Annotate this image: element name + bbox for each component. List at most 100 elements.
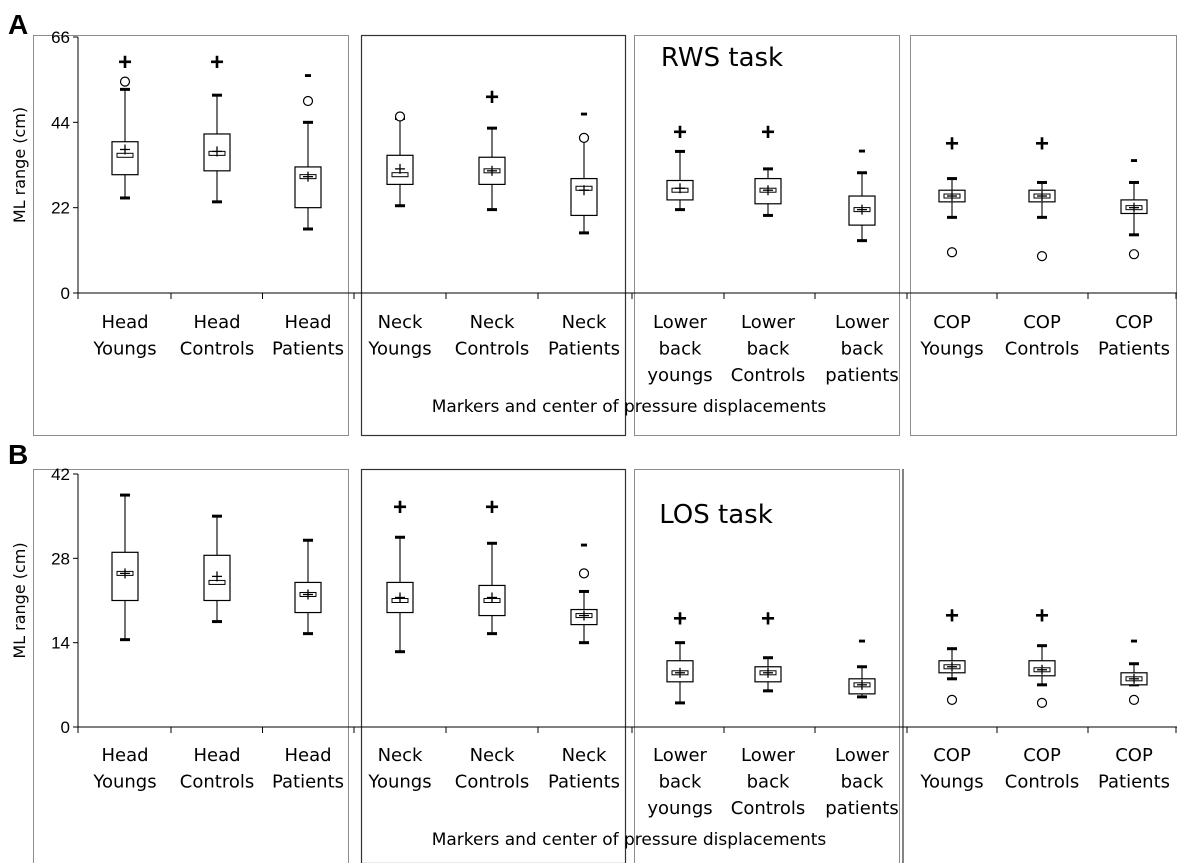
significance-marker: + [1035, 131, 1049, 158]
category-label: Neck [470, 312, 515, 333]
category-label: Youngs [919, 339, 983, 360]
category-label: COP [933, 312, 971, 333]
category-label: Controls [180, 772, 254, 793]
y-tick-label: 42 [51, 465, 70, 484]
category-label: Controls [731, 365, 805, 386]
box-plot: + [666, 119, 694, 212]
significance-marker: + [118, 49, 132, 76]
outlier-point [1128, 249, 1140, 260]
box-plot: + [754, 606, 782, 693]
group-frame [360, 468, 627, 863]
category-label: Controls [180, 339, 254, 360]
y-tick-label: 44 [51, 113, 70, 132]
category-label: back [841, 772, 884, 793]
significance-marker: + [673, 606, 687, 633]
box-plot: + [938, 603, 966, 705]
box-plot: - [570, 100, 598, 235]
significance-marker: - [858, 627, 866, 654]
significance-marker: - [1130, 146, 1138, 173]
category-label: Patients [272, 772, 344, 793]
panel-label: B [8, 439, 28, 470]
category-label: patients [825, 365, 898, 386]
box-plot: - [294, 61, 322, 231]
category-label: Lower [653, 312, 708, 333]
category-label: youngs [647, 365, 712, 386]
x-axis-title: Markers and center of pressure displacem… [432, 397, 827, 417]
y-tick-label: 28 [51, 549, 70, 568]
category-label: Neck [562, 312, 607, 333]
box-plot: + [938, 131, 966, 258]
category-label: Neck [562, 745, 607, 766]
significance-marker: + [945, 131, 959, 158]
category-label: patients [825, 798, 898, 819]
category-label: back [747, 772, 790, 793]
category-label: Patients [1098, 772, 1170, 793]
box-iqr [754, 177, 782, 205]
category-label: Head [193, 312, 240, 333]
outlier-point [302, 95, 314, 107]
significance-marker: + [673, 119, 687, 146]
group-frame [33, 35, 349, 436]
significance-marker: - [858, 136, 866, 163]
category-label: Lower [653, 745, 708, 766]
category-label: Head [193, 745, 240, 766]
category-label: back [747, 339, 790, 360]
significance-marker: - [1130, 627, 1138, 654]
y-axis-title: ML range (cm) [10, 542, 29, 658]
category-label: COP [1023, 745, 1061, 766]
category-label: COP [1115, 312, 1153, 333]
category-label: Patients [1098, 339, 1170, 360]
category-label: COP [1115, 745, 1153, 766]
box-plot: - [570, 530, 598, 645]
box-plot: + [203, 49, 231, 204]
significance-marker: + [761, 606, 775, 633]
category-label: back [659, 339, 702, 360]
y-tick-label: 66 [51, 28, 70, 47]
category-label: Neck [470, 745, 515, 766]
category-label: Youngs [92, 339, 156, 360]
category-label: Lower [741, 745, 796, 766]
y-tick-label: 22 [51, 199, 70, 218]
category-label: Head [284, 312, 331, 333]
category-label: back [841, 339, 884, 360]
box-plot: + [666, 606, 694, 705]
category-label: Lower [835, 745, 890, 766]
category-label: Controls [455, 772, 529, 793]
task-annotation: RWS task [661, 43, 783, 73]
box-iqr [111, 551, 139, 602]
box-plot [386, 111, 414, 208]
category-label: youngs [647, 798, 712, 819]
y-tick-label: 0 [61, 718, 70, 737]
category-label: Head [284, 745, 331, 766]
outlier-point [1036, 697, 1048, 709]
group-frame [634, 35, 900, 436]
box-plot [203, 514, 231, 624]
group-frame [360, 34, 627, 437]
outlier-point [946, 694, 958, 705]
panel-label: A [8, 9, 28, 40]
category-label: Head [101, 745, 148, 766]
significance-marker: - [580, 530, 588, 557]
outlier-point [578, 568, 590, 579]
box-plot: + [111, 49, 139, 200]
category-label: Controls [1005, 339, 1079, 360]
box-plot: - [848, 627, 876, 699]
outlier-point [119, 76, 131, 87]
y-tick-label: 14 [51, 634, 70, 653]
category-label: Neck [378, 745, 423, 766]
category-label: Patients [548, 772, 620, 793]
category-label: Head [101, 312, 148, 333]
panel-b: B 0 14 28 42 ML range (cm) LOS task Markers and… [8, 439, 1177, 863]
outlier-point [1128, 694, 1140, 705]
significance-marker: + [210, 49, 224, 76]
significance-marker: - [580, 100, 588, 127]
panel-a: A 0 22 44 66 ML range (cm) RWS task Markers and… [8, 9, 1177, 437]
box-plot: - [1120, 627, 1148, 705]
category-label: Lower [741, 312, 796, 333]
category-label: Youngs [367, 772, 431, 793]
category-label: Patients [548, 339, 620, 360]
y-axis-title: ML range (cm) [10, 107, 29, 223]
outlier-point [578, 132, 590, 143]
box-plot: + [386, 494, 414, 654]
significance-marker: + [393, 494, 407, 521]
